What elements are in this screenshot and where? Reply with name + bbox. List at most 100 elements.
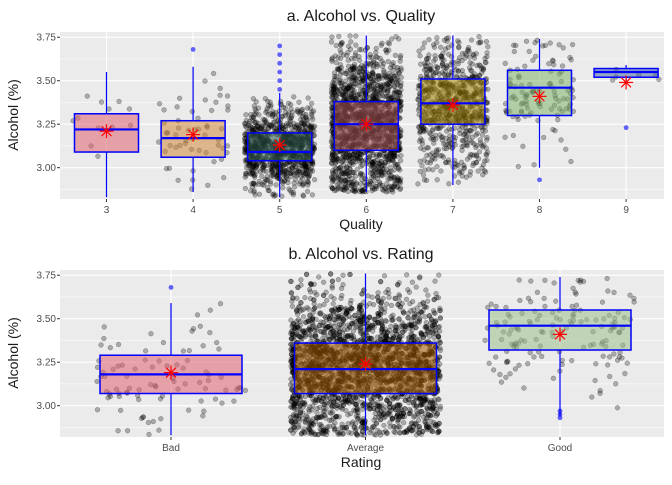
jitter-point xyxy=(157,428,162,433)
jitter-point xyxy=(198,324,203,329)
jitter-point xyxy=(481,143,486,148)
jitter-point xyxy=(543,43,548,48)
jitter-point xyxy=(201,409,206,414)
jitter-point xyxy=(190,109,195,114)
jitter-point xyxy=(338,77,343,82)
jitter-point xyxy=(263,110,268,115)
jitter-point xyxy=(431,59,436,64)
jitter-point xyxy=(393,53,398,58)
jitter-point xyxy=(343,71,348,76)
jitter-point xyxy=(292,185,297,190)
jitter-point xyxy=(470,62,475,67)
jitter-point xyxy=(363,92,368,97)
jitter-point xyxy=(200,413,205,418)
x-tick-label: 5 xyxy=(277,205,283,216)
jitter-point xyxy=(258,126,263,131)
jitter-point xyxy=(563,147,568,152)
panel-a-title: a. Alcohol vs. Quality xyxy=(287,8,436,25)
jitter-point xyxy=(433,156,438,161)
outlier-point xyxy=(277,61,282,66)
jitter-point xyxy=(305,121,310,126)
jitter-point xyxy=(427,37,432,42)
jitter-point xyxy=(484,158,489,163)
jitter-point xyxy=(436,273,441,278)
jitter-point xyxy=(297,100,302,105)
jitter-point xyxy=(460,125,465,130)
jitter-point xyxy=(384,302,389,307)
jitter-point xyxy=(456,45,461,50)
jitter-point xyxy=(381,296,386,301)
jitter-point xyxy=(252,181,257,186)
jitter-point xyxy=(418,53,423,58)
jitter-point xyxy=(418,62,423,67)
jitter-point xyxy=(386,40,391,45)
jitter-point xyxy=(209,108,214,113)
jitter-point xyxy=(280,185,285,190)
mean-marker xyxy=(273,138,287,152)
jitter-point xyxy=(350,176,355,181)
jitter-point xyxy=(157,101,162,106)
jitter-point xyxy=(147,432,152,437)
outlier-point xyxy=(277,70,282,75)
jitter-point xyxy=(474,143,479,148)
jitter-point xyxy=(116,342,121,347)
jitter-point xyxy=(417,49,422,54)
jitter-point xyxy=(370,161,375,166)
jitter-point xyxy=(330,59,335,64)
jitter-point xyxy=(428,153,433,158)
jitter-point xyxy=(329,294,334,299)
jitter-point xyxy=(353,53,358,58)
jitter-point xyxy=(127,107,132,112)
jitter-point xyxy=(369,80,374,85)
jitter-point xyxy=(288,171,293,176)
jitter-point xyxy=(357,80,362,85)
jitter-point xyxy=(431,308,436,313)
jitter-point xyxy=(218,301,223,306)
jitter-point xyxy=(257,182,262,187)
jitter-point xyxy=(310,162,315,167)
jitter-point xyxy=(303,295,308,300)
jitter-point xyxy=(462,166,467,171)
jitter-point xyxy=(295,122,300,127)
jitter-point xyxy=(471,53,476,58)
jitter-point xyxy=(520,144,525,149)
jitter-point xyxy=(386,176,391,181)
jitter-point xyxy=(232,399,237,404)
outlier-point xyxy=(537,177,542,182)
jitter-point xyxy=(484,153,489,158)
jitter-point xyxy=(431,127,436,132)
jitter-point xyxy=(480,133,485,138)
jitter-point xyxy=(162,108,167,113)
jitter-point xyxy=(344,186,349,191)
jitter-point xyxy=(522,64,527,69)
jitter-point xyxy=(382,82,387,87)
jitter-point xyxy=(559,138,564,143)
jitter-point xyxy=(374,152,379,157)
jitter-point xyxy=(252,104,257,109)
jitter-point xyxy=(338,47,343,52)
jitter-point xyxy=(422,177,427,182)
jitter-point xyxy=(348,39,353,44)
jitter-point xyxy=(116,428,121,433)
jitter-point xyxy=(125,428,130,433)
jitter-point xyxy=(532,162,537,167)
jitter-point xyxy=(433,279,438,284)
jitter-point xyxy=(469,38,474,43)
jitter-point xyxy=(463,55,468,60)
outlier-point xyxy=(191,47,196,52)
outlier-point xyxy=(277,78,282,83)
jitter-point xyxy=(297,128,302,133)
jitter-point xyxy=(394,185,399,190)
jitter-point xyxy=(212,159,217,164)
jitter-point xyxy=(350,92,355,97)
jitter-point xyxy=(329,161,334,166)
jitter-point xyxy=(404,272,409,277)
jitter-point xyxy=(478,40,483,45)
jitter-point xyxy=(312,177,317,182)
jitter-point xyxy=(339,293,344,298)
mean-marker xyxy=(446,98,460,112)
jitter-point xyxy=(387,71,392,76)
jitter-point xyxy=(310,192,315,197)
jitter-point xyxy=(465,49,470,54)
jitter-point xyxy=(398,83,403,88)
